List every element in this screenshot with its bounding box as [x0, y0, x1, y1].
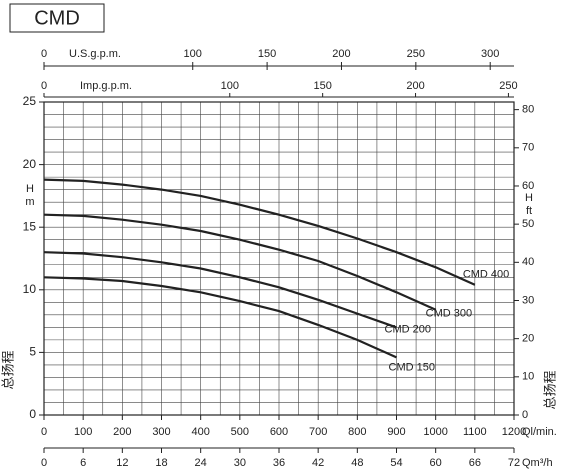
top-tick-label: 200 — [332, 48, 350, 60]
y2-tick-label: 20 — [522, 333, 534, 345]
pump-curve — [43, 276, 397, 359]
x2-tick-label: 18 — [155, 457, 167, 469]
top2-axis-label: Imp.g.p.m. — [80, 80, 132, 92]
pump-curve — [43, 178, 476, 286]
x2-tick-label: 36 — [273, 457, 285, 469]
x-axis-label: Ql/min. — [522, 426, 557, 438]
curve-label: CMD 300 — [426, 308, 472, 320]
x2-tick-label: 12 — [116, 457, 128, 469]
x-tick-label: 0 — [41, 426, 47, 438]
top2-tick-label: 150 — [313, 80, 331, 92]
y-tick-label: 15 — [23, 219, 37, 233]
top-tick-label: 300 — [481, 48, 499, 60]
pump-curve — [43, 213, 437, 311]
top-tick-label: 100 — [184, 48, 202, 60]
y2-tick-label: 60 — [522, 180, 534, 192]
x2-tick-label: 48 — [351, 457, 363, 469]
title-box — [9, 3, 105, 33]
y-tick-label: 20 — [23, 157, 37, 171]
x-tick-label: 700 — [309, 426, 327, 438]
y-tick-label: 5 — [29, 345, 36, 359]
x-tick-label: 300 — [152, 426, 170, 438]
top2-tick-label: 100 — [221, 80, 239, 92]
x-tick-label: 400 — [191, 426, 209, 438]
x-tick-label: 800 — [348, 426, 366, 438]
y2-tick-label: 80 — [522, 104, 534, 116]
y2-tick-label: 30 — [522, 294, 534, 306]
y2-tick-label: 40 — [522, 256, 534, 268]
top-tick-label: 0 — [41, 48, 47, 60]
x2-tick-label: 24 — [195, 457, 207, 469]
y2-tick-label: 10 — [522, 371, 534, 383]
x-tick-label: 200 — [113, 426, 131, 438]
top2-tick-label: 0 — [41, 80, 47, 92]
x2-tick-label: 54 — [390, 457, 402, 469]
y2-tick-label: 50 — [522, 218, 534, 230]
x-tick-label: 500 — [231, 426, 249, 438]
x-tick-label: 600 — [270, 426, 288, 438]
x-tick-label: 1000 — [423, 426, 447, 438]
x2-tick-label: 30 — [234, 457, 246, 469]
top2-tick-label: 200 — [406, 80, 424, 92]
top2-tick-label: 250 — [499, 80, 517, 92]
chart-title: CMD — [34, 7, 80, 29]
y2-tick-label: 0 — [522, 409, 528, 421]
top-axis-label: U.S.g.p.m. — [69, 48, 121, 60]
top-tick-label: 250 — [407, 48, 425, 60]
curve-label: CMD 200 — [385, 323, 431, 335]
y-tick-label: 0 — [29, 407, 36, 421]
y-axis-label-cn: 总扬程 — [0, 350, 15, 389]
x2-tick-label: 60 — [430, 457, 442, 469]
x2-tick-label: 42 — [312, 457, 324, 469]
x-tick-label: 900 — [387, 426, 405, 438]
y2-axis-label-cn: 总扬程 — [542, 370, 557, 409]
curve-label: CMD 150 — [389, 361, 435, 373]
y-tick-label: 10 — [23, 282, 37, 296]
x2-tick-label: 66 — [469, 457, 481, 469]
pump-curve — [43, 251, 397, 329]
y2-tick-label: 70 — [522, 142, 534, 154]
x2-tick-label: 6 — [80, 457, 86, 469]
x-tick-label: 1100 — [463, 426, 487, 438]
x2-tick-label: 0 — [41, 457, 47, 469]
top-tick-label: 150 — [258, 48, 276, 60]
x-tick-label: 100 — [74, 426, 92, 438]
x2-tick-label: 72 — [508, 457, 520, 469]
x-tick-label: 1200 — [502, 426, 526, 438]
curve-label: CMD 400 — [463, 269, 509, 281]
y-tick-label: 25 — [23, 94, 37, 108]
x2-axis-label: Qm³/h — [522, 457, 553, 469]
